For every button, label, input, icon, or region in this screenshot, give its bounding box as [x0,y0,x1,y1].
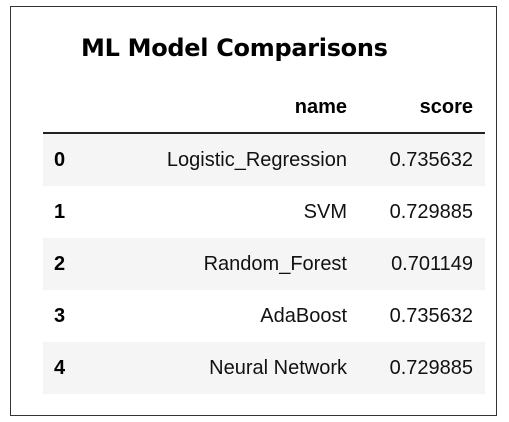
model-name-cell: Random_Forest [203,252,347,275]
table-row: 3 AdaBoost 0.735632 [43,290,485,342]
model-name-cell: Neural Network [209,356,347,379]
row-index: 0 [54,148,66,171]
row-index: 1 [54,200,66,223]
score-cell: 0.701149 [391,252,473,275]
score-cell: 0.729885 [389,356,473,379]
table-row: 2 Random_Forest 0.701149 [43,238,485,290]
model-name-cell: AdaBoost [260,304,347,327]
row-index: 2 [54,252,66,275]
figure-frame [10,6,497,416]
row-index: 4 [54,356,66,379]
dataframe-table: name score 0 Logistic_Regression 0.73563… [43,82,485,394]
row-index: 3 [54,304,66,327]
score-cell: 0.735632 [389,304,473,327]
table-row: 1 SVM 0.729885 [43,186,485,238]
figure-title: ML Model Comparisons [81,34,388,62]
score-cell: 0.735632 [389,148,473,171]
score-cell: 0.729885 [389,200,473,223]
index-header [43,82,79,134]
table-row: 4 Neural Network 0.729885 [43,342,485,394]
table-row: 0 Logistic_Regression 0.735632 [43,133,485,186]
model-name-cell: Logistic_Regression [166,148,347,171]
model-name-cell: SVM [303,200,347,223]
column-header-name: name [79,82,347,134]
column-header-score: score [347,82,485,134]
table-header-row: name score [43,82,485,134]
